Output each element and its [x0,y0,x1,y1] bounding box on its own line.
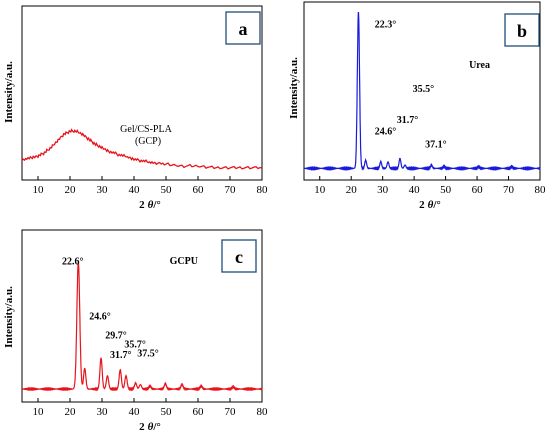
panel-badge-b [504,13,540,47]
plot-frame [21,5,263,181]
x-tick-label: 40 [129,406,141,418]
sample-label: GCPU [170,256,198,267]
peak-annotation: 31.7° [110,350,132,361]
x-tick-marks [37,398,263,402]
x-axis-label: 2 θ/° [139,421,161,433]
peak-annotation: 37.5° [137,349,159,360]
y-axis-label: Intensity/a.u. [288,57,300,119]
x-tick-label: 30 [97,406,109,418]
peak-annotation: 35.5° [413,84,435,95]
x-tick-label: 80 [257,184,269,196]
panel-badge-a [225,11,261,45]
x-tick-label: 50 [161,184,173,196]
x-tick-label: 50 [161,406,173,418]
x-tick-label: 20 [65,406,77,418]
peak-annotation: 37.1° [425,139,447,150]
peak-annotations: 22.6° 24.6° 29.7° 31.7°35.7°37.5° [62,257,159,361]
x-tick-label: 70 [225,406,237,418]
peak-annotations: 22.3° 24.6°31.7° 35.5° 37.1° [375,19,447,150]
series-line [303,11,541,171]
x-tick-label: 60 [472,184,484,196]
panel-badge-c [221,239,257,273]
x-tick-label: 60 [193,184,205,196]
x-tick-label: 80 [257,406,269,418]
chart-panel-a: Intensity/a.u. 10 20 30 40 50 60 70 80 2… [3,5,269,211]
x-tick-label: 10 [33,184,45,196]
y-axis-label: Intensity/a.u. [3,61,15,123]
peak-annotation: 22.6° [62,257,84,268]
x-axis-label: 2 θ/° [419,199,441,211]
sample-label-line1: Gel/CS-PLA [120,124,172,135]
x-tick-labels: 10 20 30 40 50 60 70 80 [33,406,269,418]
x-tick-label: 30 [377,184,389,196]
sample-label: Urea [469,60,490,71]
x-tick-label: 50 [440,184,452,196]
x-tick-label: 40 [409,184,421,196]
x-axis-label: 2 θ/° [139,199,161,211]
x-tick-label: 80 [535,184,547,196]
panel-badge-a-letter: a [239,19,248,39]
x-tick-label: 70 [503,184,515,196]
x-tick-label: 60 [193,406,205,418]
peak-annotation: 29.7° [105,331,127,342]
x-tick-label: 30 [97,184,109,196]
x-tick-marks [319,176,541,180]
x-tick-marks [37,176,263,180]
x-tick-label: 10 [33,406,45,418]
series-line [21,128,263,170]
x-tick-labels: 10 20 30 40 50 60 70 80 [33,184,269,196]
peak-annotation: 35.7° [124,340,145,351]
plot-frame [303,1,541,181]
panel-badge-c-letter: c [235,247,243,267]
peak-annotation: 24.6° [89,312,111,323]
chart-panel-b: Intensity/a.u. 10 20 30 40 50 60 70 80 2… [288,1,546,211]
x-tick-labels: 10 20 30 40 50 60 70 80 [314,184,546,196]
peak-annotation: 31.7° [397,115,419,126]
x-tick-label: 70 [225,184,237,196]
peak-annotation: 22.3° [375,19,397,30]
panel-badge-b-letter: b [517,21,527,41]
chart-panel-c: Intensity/a.u. 10 20 30 40 50 60 70 80 2… [3,229,269,433]
sample-label-line2: (GCP) [135,136,161,147]
series-line [21,261,263,392]
x-tick-label: 20 [346,184,358,196]
peak-annotation: 24.6° [375,126,397,137]
x-tick-label: 20 [65,184,77,196]
y-axis-label: Intensity/a.u. [3,286,15,348]
x-tick-label: 10 [314,184,326,196]
plot-frame [21,229,263,403]
x-tick-label: 40 [129,184,141,196]
